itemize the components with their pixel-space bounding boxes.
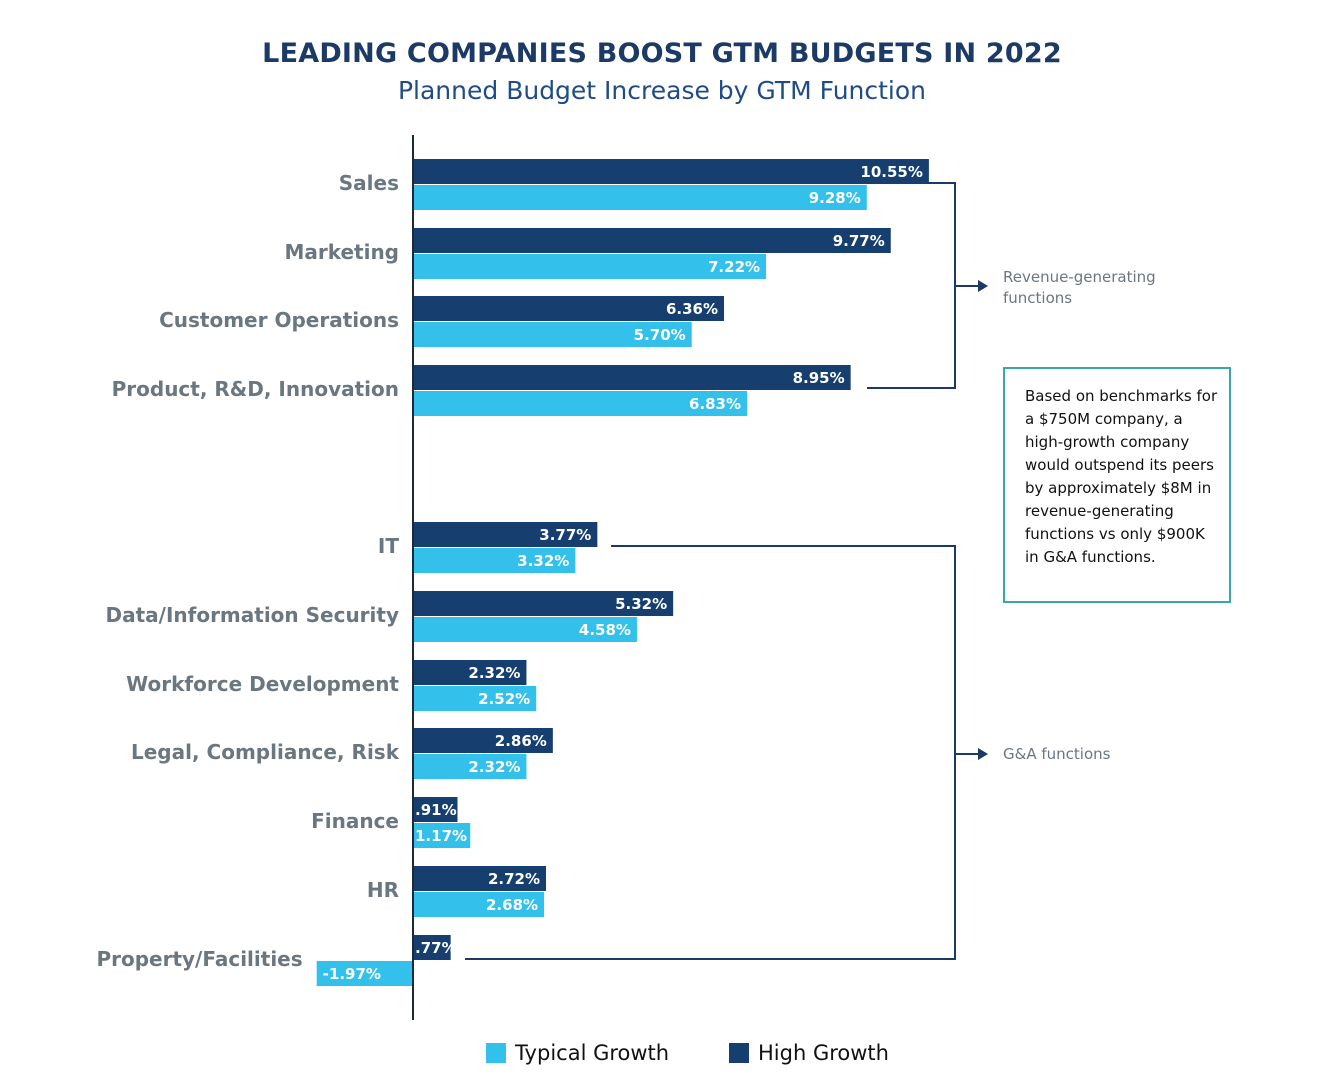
legend-swatch-high <box>729 1043 749 1063</box>
bracket-ga-arrow <box>978 748 988 760</box>
high-growth-data-information-security-value-label: 5.32% <box>615 595 667 613</box>
benchmark-note: Based on benchmarks for a $750M company,… <box>1003 367 1231 603</box>
typical-growth-sales-bar <box>413 185 867 210</box>
high-growth-property-facilities-value-label: .77% <box>415 939 457 957</box>
legend-item-high: High Growth <box>729 1040 889 1066</box>
group-label-revenue-line2: functions <box>1003 289 1072 307</box>
category-label-customer-operations: Customer Operations <box>159 308 399 332</box>
high-growth-it-value-label: 3.77% <box>539 526 591 544</box>
high-growth-hr-bar <box>413 866 547 891</box>
high-growth-sales-value-label: 10.55% <box>860 163 922 181</box>
typical-growth-product-r-d-innovation-value-label: 6.83% <box>689 395 741 413</box>
high-growth-hr-value-label: 2.72% <box>488 870 540 888</box>
high-growth-workforce-development-value-label: 2.32% <box>468 664 520 682</box>
typical-growth-property-facilities-bar <box>316 961 413 986</box>
high-growth-customer-operations-value-label: 6.36% <box>666 300 718 318</box>
high-growth-legal-compliance-risk-bar <box>413 728 553 753</box>
typical-growth-customer-operations-bar <box>413 322 692 347</box>
category-label-sales: Sales <box>339 171 399 195</box>
typical-growth-hr-value-label: 2.68% <box>486 896 538 914</box>
category-label-hr: HR <box>367 878 399 902</box>
category-label-legal-compliance-risk: Legal, Compliance, Risk <box>131 740 400 764</box>
group-brackets <box>465 182 988 960</box>
high-growth-product-r-d-innovation-bar <box>413 365 851 390</box>
typical-growth-legal-compliance-risk-bar <box>413 754 527 779</box>
high-growth-marketing-bar <box>413 228 891 253</box>
high-growth-marketing-value-label: 9.77% <box>833 232 885 250</box>
category-label-marketing: Marketing <box>284 240 399 264</box>
typical-growth-finance-value-label: 1.17% <box>415 827 467 845</box>
high-growth-finance-value-label: .91% <box>415 801 457 819</box>
high-growth-property-facilities-bar <box>413 935 451 960</box>
typical-growth-marketing-value-label: 7.22% <box>708 258 760 276</box>
chart-subtitle: Planned Budget Increase by GTM Function <box>397 76 927 105</box>
category-label-property-facilities: Property/Facilities <box>96 947 302 971</box>
group-label-ga: G&A functions <box>1003 745 1111 763</box>
high-growth-finance-bar <box>413 797 458 822</box>
category-label-workforce-development: Workforce Development <box>126 672 399 696</box>
typical-growth-data-information-security-value-label: 4.58% <box>579 621 631 639</box>
typical-growth-workforce-development-value-label: 2.52% <box>478 690 530 708</box>
legend-item-typical: Typical Growth <box>486 1040 669 1066</box>
typical-growth-sales-value-label: 9.28% <box>809 189 861 207</box>
bracket-revenue-arrow <box>978 280 988 292</box>
typical-growth-product-r-d-innovation-bar <box>413 391 747 416</box>
high-growth-workforce-development-bar <box>413 660 527 685</box>
high-growth-legal-compliance-risk-value-label: 2.86% <box>495 732 547 750</box>
category-label-finance: Finance <box>311 809 399 833</box>
legend-label-high: High Growth <box>758 1041 889 1065</box>
typical-growth-it-bar <box>413 548 576 573</box>
typical-growth-legal-compliance-risk-value-label: 2.32% <box>468 758 520 776</box>
high-growth-customer-operations-bar <box>413 296 725 321</box>
typical-growth-it-value-label: 3.32% <box>517 552 569 570</box>
typical-growth-data-information-security-bar <box>413 617 637 642</box>
typical-growth-customer-operations-value-label: 5.70% <box>634 326 686 344</box>
category-label-it: IT <box>378 534 399 558</box>
category-label-product-r-d-innovation: Product, R&D, Innovation <box>112 377 399 401</box>
high-growth-sales-bar <box>413 159 929 184</box>
typical-growth-hr-bar <box>413 892 545 917</box>
category-label-data-information-security: Data/Information Security <box>105 603 399 627</box>
bracket-ga <box>465 545 956 960</box>
typical-growth-marketing-bar <box>413 254 767 279</box>
legend-label-typical: Typical Growth <box>515 1041 670 1065</box>
high-growth-product-r-d-innovation-value-label: 8.95% <box>793 369 845 387</box>
chart-title: LEADING COMPANIES BOOST GTM BUDGETS IN 2… <box>262 38 1062 69</box>
typical-growth-workforce-development-bar <box>413 686 537 711</box>
legend-swatch-typical <box>486 1043 506 1063</box>
high-growth-data-information-security-bar <box>413 591 674 616</box>
bracket-revenue <box>867 182 956 389</box>
typical-growth-finance-bar <box>413 823 471 848</box>
group-label-revenue-line1: Revenue-generating <box>1003 268 1156 286</box>
typical-growth-property-facilities-value-label: -1.97% <box>323 965 381 983</box>
high-growth-it-bar <box>413 522 598 547</box>
